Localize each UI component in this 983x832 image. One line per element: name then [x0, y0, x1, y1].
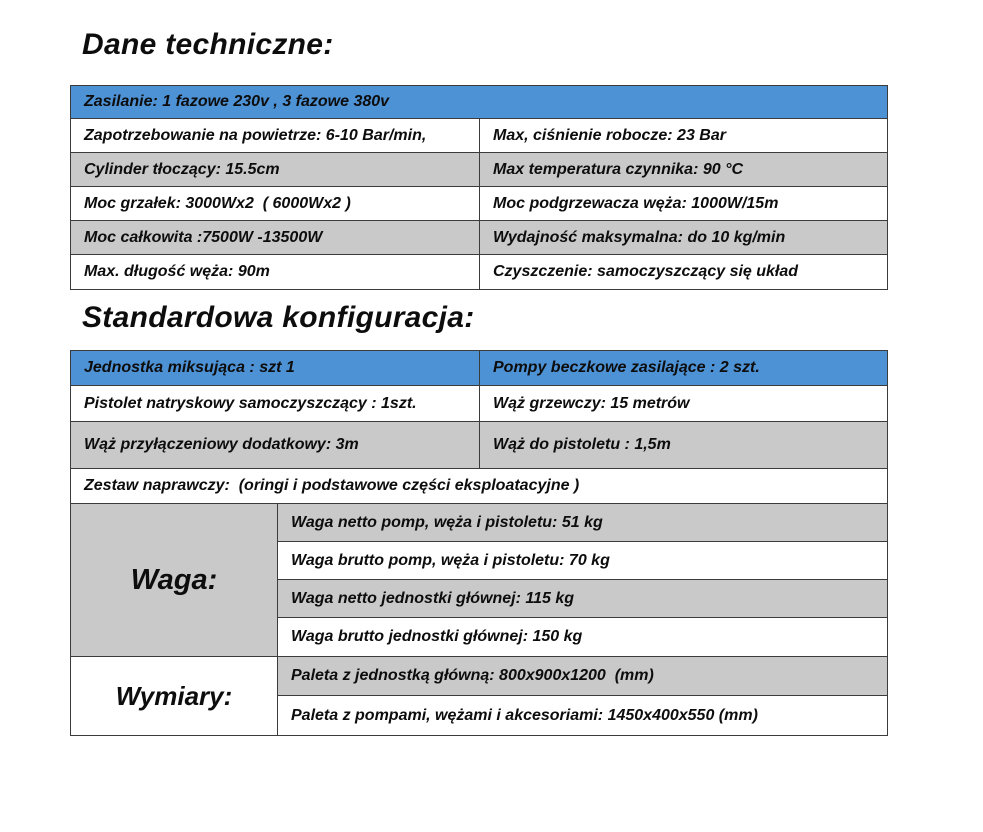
table2-header-left-cell: Jednostka miksująca : szt 1 — [71, 351, 480, 385]
section-title-dane-techniczne: Dane techniczne: — [82, 28, 334, 61]
wymiary-row: Paleta z pompami, wężami i akcesoriami: … — [278, 696, 887, 735]
table-row: Zapotrzebowanie na powietrze: 6-10 Bar/m… — [71, 119, 887, 153]
table-row: Wąż przyłączeniowy dodatkowy: 3m Wąż do … — [71, 422, 887, 469]
table1-header-row: Zasilanie: 1 fazowe 230v , 3 fazowe 380v — [71, 86, 887, 119]
waga-label: Waga: — [71, 504, 278, 656]
table2-header-row: Jednostka miksująca : szt 1 Pompy beczko… — [71, 351, 887, 386]
spec-cell-right: Wąż grzewczy: 15 metrów — [480, 386, 887, 421]
wymiary-row: Paleta z jednostką główną: 800x900x1200 … — [278, 657, 887, 696]
waga-row: Waga brutto pomp, węża i pistoletu: 70 k… — [278, 542, 887, 580]
spec-cell-left: Moc grzałek: 3000Wx2 ( 6000Wx2 ) — [71, 187, 480, 220]
technical-data-table: Zasilanie: 1 fazowe 230v , 3 fazowe 380v… — [70, 85, 888, 290]
standard-configuration-table: Jednostka miksująca : szt 1 Pompy beczko… — [70, 350, 888, 736]
table-row: Max. długość węża: 90m Czyszczenie: samo… — [71, 255, 887, 289]
repair-kit-cell: Zestaw naprawczy: (oringi i podstawowe c… — [71, 469, 887, 503]
spec-cell-left: Zapotrzebowanie na powietrze: 6-10 Bar/m… — [71, 119, 480, 152]
table-row: Pistolet natryskowy samoczyszczący : 1sz… — [71, 386, 887, 422]
waga-rows: Waga netto pomp, węża i pistoletu: 51 kg… — [278, 504, 887, 656]
spec-cell-right: Moc podgrzewacza węża: 1000W/15m — [480, 187, 887, 220]
wymiary-block: Wymiary: Paleta z jednostką główną: 800x… — [71, 657, 887, 735]
repair-kit-row: Zestaw naprawczy: (oringi i podstawowe c… — [71, 469, 887, 504]
table-row: Moc grzałek: 3000Wx2 ( 6000Wx2 ) Moc pod… — [71, 187, 887, 221]
wymiary-label: Wymiary: — [71, 657, 278, 735]
spec-cell-left: Wąż przyłączeniowy dodatkowy: 3m — [71, 422, 480, 468]
table-row: Moc całkowita :7500W -13500W Wydajność m… — [71, 221, 887, 255]
spec-cell-right: Czyszczenie: samoczyszczący się układ — [480, 255, 887, 289]
table1-header-cell: Zasilanie: 1 fazowe 230v , 3 fazowe 380v — [71, 86, 887, 118]
spec-cell-left: Moc całkowita :7500W -13500W — [71, 221, 480, 254]
waga-row: Waga netto jednostki głównej: 115 kg — [278, 580, 887, 618]
spec-cell-right: Max temperatura czynnika: 90 °C — [480, 153, 887, 186]
waga-row: Waga netto pomp, węża i pistoletu: 51 kg — [278, 504, 887, 542]
spec-cell-right: Wąż do pistoletu : 1,5m — [480, 422, 887, 468]
table2-header-right-cell: Pompy beczkowe zasilające : 2 szt. — [480, 351, 887, 385]
wymiary-rows: Paleta z jednostką główną: 800x900x1200 … — [278, 657, 887, 735]
spec-cell-left: Pistolet natryskowy samoczyszczący : 1sz… — [71, 386, 480, 421]
waga-block: Waga: Waga netto pomp, węża i pistoletu:… — [71, 504, 887, 657]
table-row: Cylinder tłoczący: 15.5cm Max temperatur… — [71, 153, 887, 187]
section-title-standardowa-konfiguracja: Standardowa konfiguracja: — [82, 301, 475, 334]
waga-row: Waga brutto jednostki głównej: 150 kg — [278, 618, 887, 656]
spec-cell-left: Cylinder tłoczący: 15.5cm — [71, 153, 480, 186]
spec-cell-left: Max. długość węża: 90m — [71, 255, 480, 289]
spec-cell-right: Wydajność maksymalna: do 10 kg/min — [480, 221, 887, 254]
spec-cell-right: Max, ciśnienie robocze: 23 Bar — [480, 119, 887, 152]
